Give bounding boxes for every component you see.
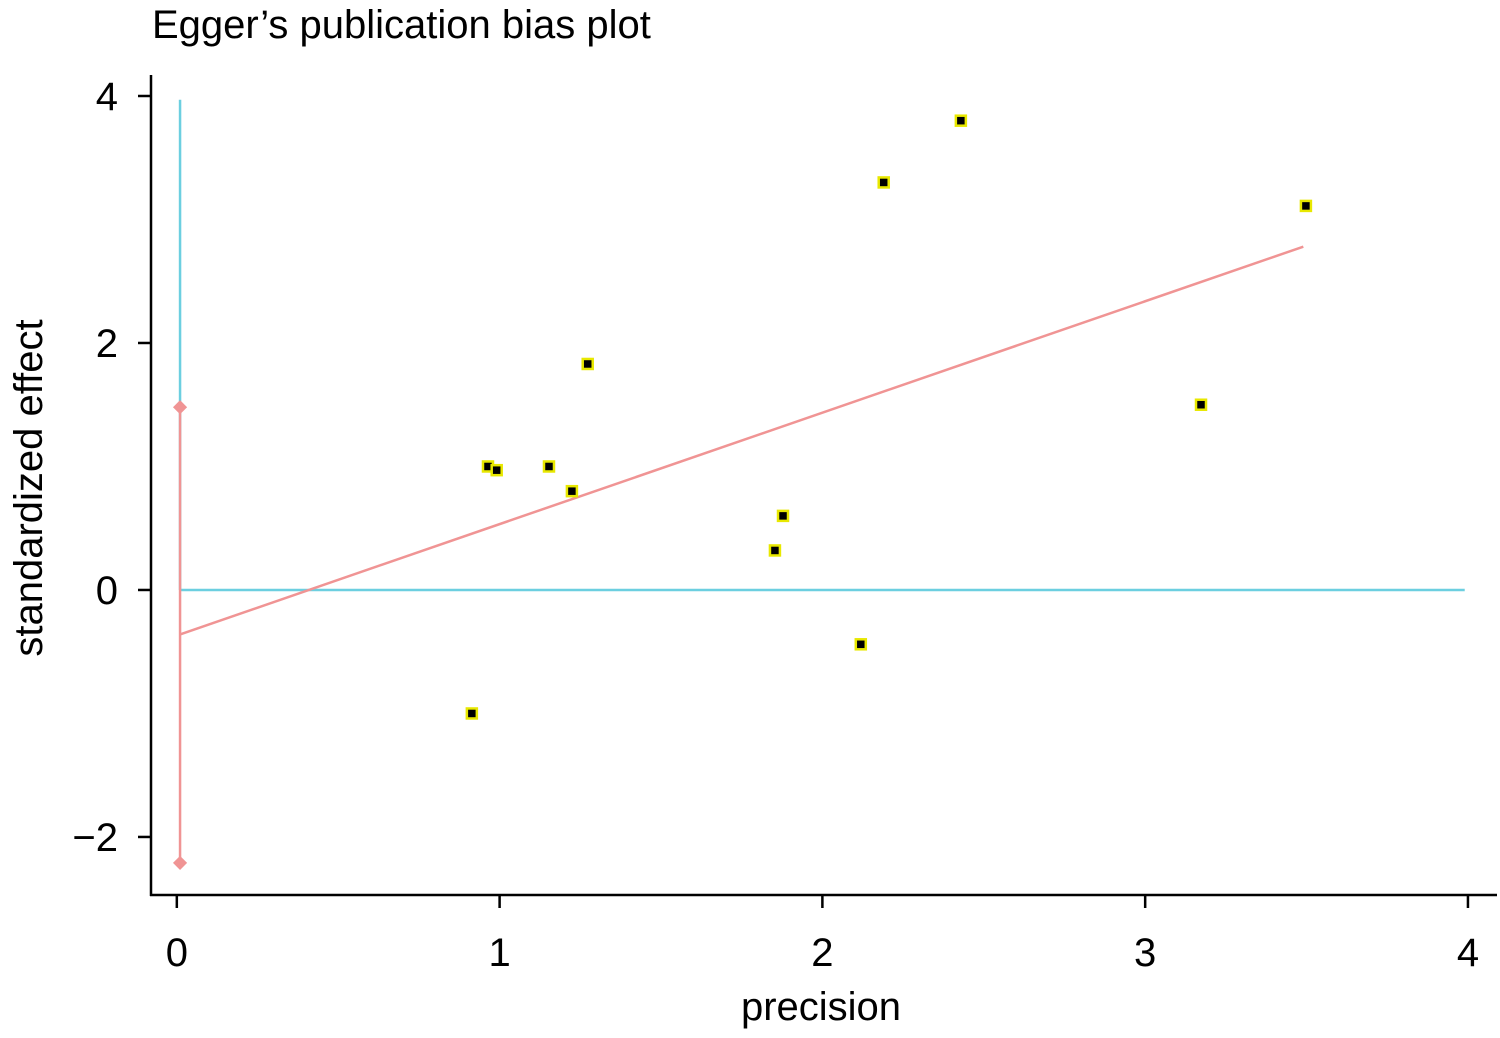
y-tick-label: 2: [96, 322, 118, 366]
point: [465, 707, 479, 720]
point: [565, 484, 579, 498]
point: [954, 114, 968, 127]
y-axis-label: standardized effect: [7, 319, 51, 656]
y-tick-label: −2: [72, 816, 118, 860]
y-tick-label: 0: [96, 569, 118, 613]
point: [877, 176, 890, 189]
x-tick-label: 2: [811, 931, 833, 975]
point: [1194, 398, 1208, 411]
point: [542, 460, 556, 473]
point: [490, 463, 503, 477]
chart-title: Egger’s publication bias plot: [152, 3, 651, 47]
point: [854, 638, 868, 651]
x-tick-label: 3: [1134, 931, 1156, 975]
point: [1299, 199, 1313, 213]
point: [776, 509, 790, 523]
ci-end: [172, 855, 188, 870]
ci-end: [172, 400, 188, 415]
x-axis-label: precision: [741, 985, 901, 1029]
x-tick-label: 4: [1457, 931, 1479, 975]
point: [581, 357, 594, 371]
x-tick-label: 0: [166, 931, 188, 975]
regression-line: [179, 245, 1304, 636]
y-tick-label: 4: [96, 75, 118, 119]
point: [768, 544, 782, 557]
x-tick-label: 1: [488, 931, 510, 975]
